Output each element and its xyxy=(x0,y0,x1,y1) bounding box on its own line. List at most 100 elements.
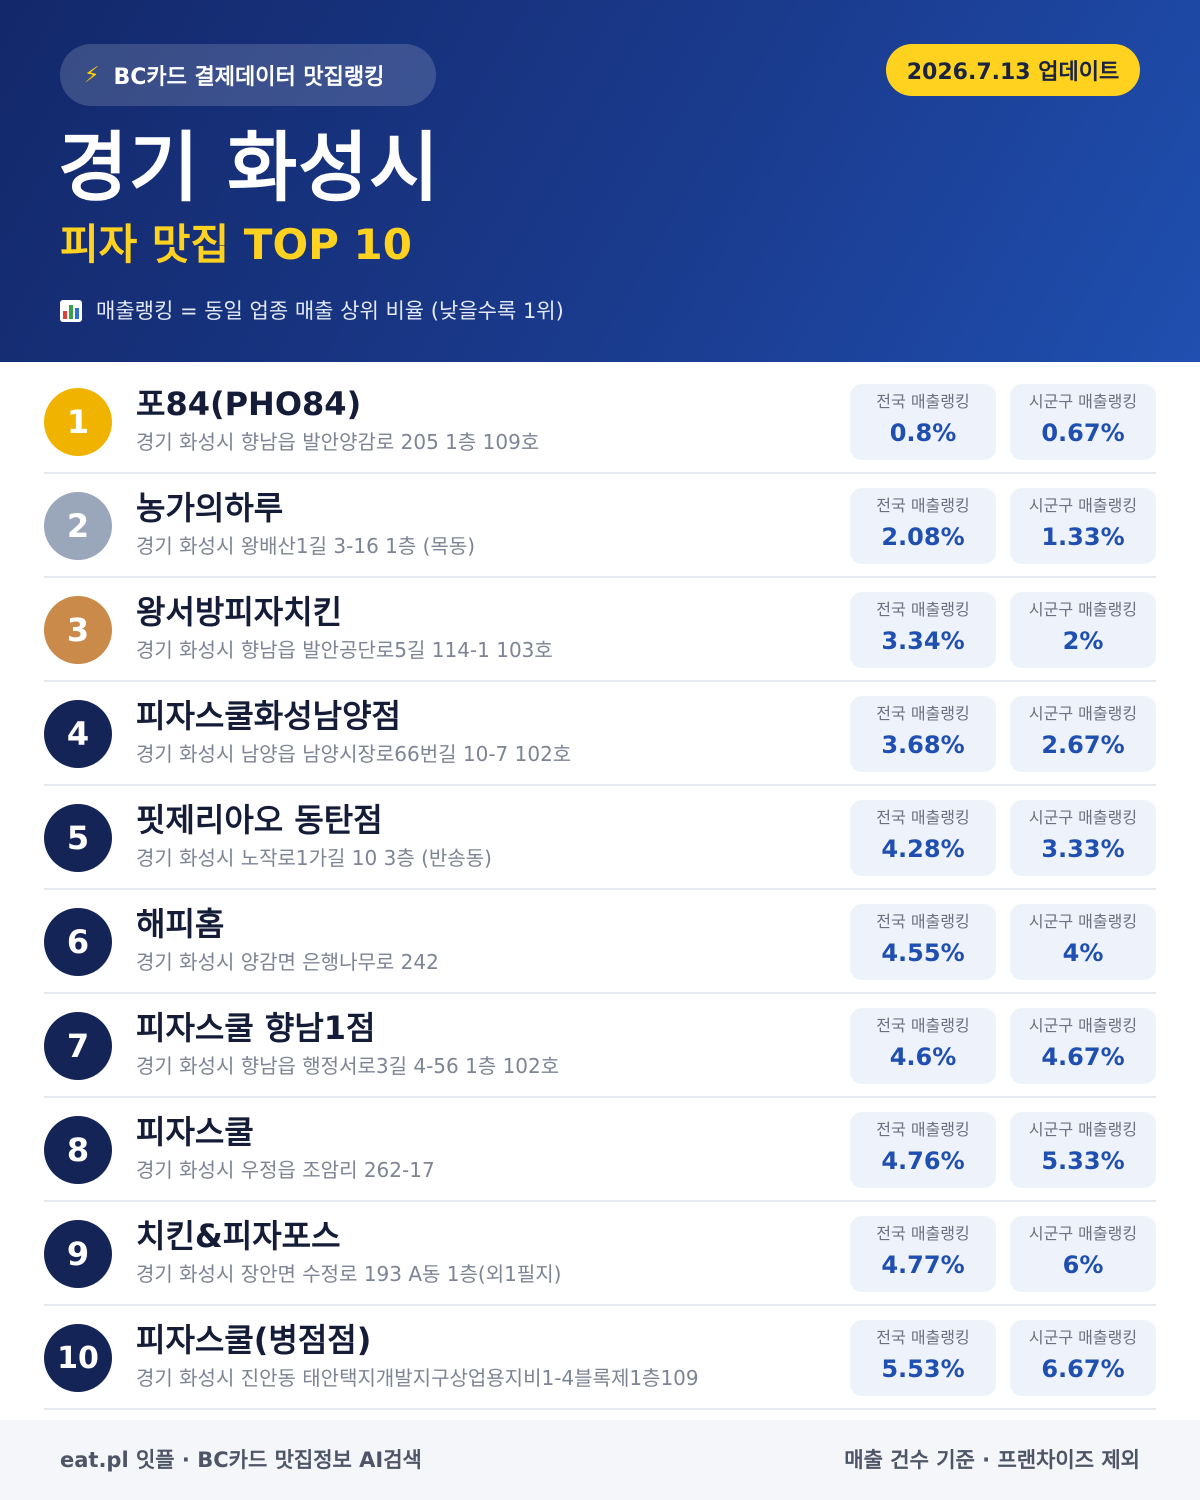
restaurant-address: 경기 화성시 향남읍 발안양감로 205 1층 109호 xyxy=(136,430,540,454)
list-item[interactable]: 5 핏제리아오 동탄점 경기 화성시 노작로1가길 10 3층 (반송동) 전국 매출… xyxy=(44,786,1156,890)
national-rank-card: 전국 매출랭킹 4.28% xyxy=(850,800,996,876)
national-rank-card: 전국 매출랭킹 3.68% xyxy=(850,696,996,772)
national-rank-label: 전국 매출랭킹 xyxy=(876,1328,970,1347)
national-rank-card: 전국 매출랭킹 2.08% xyxy=(850,488,996,564)
national-rank-value: 0.8% xyxy=(889,419,957,447)
ranking-note-text: 매출랭킹 = 동일 업종 매출 상위 비율 (낮을수록 1위) xyxy=(96,299,564,323)
local-rank-label: 시군구 매출랭킹 xyxy=(1028,600,1138,619)
local-rank-label: 시군구 매출랭킹 xyxy=(1028,1120,1138,1139)
rank-badge: 8 xyxy=(44,1116,112,1184)
national-rank-value: 4.55% xyxy=(881,939,965,967)
restaurant-name: 해피홈 xyxy=(136,905,225,943)
page-title: 경기 화성시 xyxy=(58,123,441,212)
restaurant-address: 경기 화성시 향남읍 행정서로3길 4-56 1층 102호 xyxy=(136,1054,560,1078)
local-rank-value: 4% xyxy=(1062,939,1104,967)
national-rank-label: 전국 매출랭킹 xyxy=(876,1120,970,1139)
update-date-badge: 2026.7.13 업데이트 xyxy=(886,44,1140,96)
local-rank-value: 1.33% xyxy=(1041,523,1125,551)
national-rank-label: 전국 매출랭킹 xyxy=(876,600,970,619)
local-rank-label: 시군구 매출랭킹 xyxy=(1028,392,1138,411)
restaurant-name: 피자스쿨 xyxy=(136,1113,254,1151)
national-rank-card: 전국 매출랭킹 3.34% xyxy=(850,592,996,668)
list-item[interactable]: 3 왕서방피자치킨 경기 화성시 향남읍 발안공단로5길 114-1 103호 전국 … xyxy=(44,578,1156,682)
national-rank-value: 3.68% xyxy=(881,731,965,759)
rank-badge: 5 xyxy=(44,804,112,872)
restaurant-name: 피자스쿨 향남1점 xyxy=(136,1009,376,1047)
local-rank-card: 시군구 매출랭킹 2.67% xyxy=(1010,696,1156,772)
local-rank-card: 시군구 매출랭킹 4% xyxy=(1010,904,1156,980)
source-badge-label: BC카드 결제데이터 맛집랭킹 xyxy=(113,65,385,90)
local-rank-value: 5.33% xyxy=(1041,1147,1125,1175)
national-rank-label: 전국 매출랭킹 xyxy=(876,392,970,411)
local-rank-label: 시군구 매출랭킹 xyxy=(1028,912,1138,931)
restaurant-address: 경기 화성시 진안동 태안택지개발지구상업용지비1-4블록제1층109 xyxy=(136,1366,699,1390)
ranking-list: 1 포84(PHO84) 경기 화성시 향남읍 발안양감로 205 1층 109호 전… xyxy=(44,370,1156,1410)
local-rank-label: 시군구 매출랭킹 xyxy=(1028,808,1138,827)
national-rank-card: 전국 매출랭킹 4.77% xyxy=(850,1216,996,1292)
restaurant-name: 피자스쿨(병점점) xyxy=(136,1321,372,1359)
rank-badge: 6 xyxy=(44,908,112,976)
national-rank-card: 전국 매출랭킹 4.76% xyxy=(850,1112,996,1188)
rank-badge: 4 xyxy=(44,700,112,768)
list-item[interactable]: 10 피자스쿨(병점점) 경기 화성시 진안동 태안택지개발지구상업용지비1-4블록… xyxy=(44,1306,1156,1410)
page-subtitle: 피자 맛집 TOP 10 xyxy=(60,220,413,269)
rank-badge: 7 xyxy=(44,1012,112,1080)
national-rank-label: 전국 매출랭킹 xyxy=(876,496,970,515)
national-rank-card: 전국 매출랭킹 4.55% xyxy=(850,904,996,980)
restaurant-address: 경기 화성시 양감면 은행나무로 242 xyxy=(136,950,439,974)
ranking-note: 매출랭킹 = 동일 업종 매출 상위 비율 (낮을수록 1위) xyxy=(60,296,564,326)
local-rank-card: 시군구 매출랭킹 3.33% xyxy=(1010,800,1156,876)
local-rank-value: 2.67% xyxy=(1041,731,1125,759)
local-rank-label: 시군구 매출랭킹 xyxy=(1028,1016,1138,1035)
list-item[interactable]: 9 치킨&피자포스 경기 화성시 장안면 수정로 193 A동 1층(외1필지) 전국… xyxy=(44,1202,1156,1306)
restaurant-address: 경기 화성시 장안면 수정로 193 A동 1층(외1필지) xyxy=(136,1262,562,1286)
restaurant-name: 피자스쿨화성남양점 xyxy=(136,697,401,735)
restaurant-name: 포84(PHO84) xyxy=(136,385,362,423)
national-rank-value: 4.28% xyxy=(881,835,965,863)
rank-badge: 2 xyxy=(44,492,112,560)
rank-badge: 10 xyxy=(44,1324,112,1392)
local-rank-value: 2% xyxy=(1062,627,1104,655)
local-rank-card: 시군구 매출랭킹 1.33% xyxy=(1010,488,1156,564)
local-rank-card: 시군구 매출랭킹 0.67% xyxy=(1010,384,1156,460)
restaurant-address: 경기 화성시 우정읍 조암리 262-17 xyxy=(136,1158,435,1182)
source-badge: ⚡ BC카드 결제데이터 맛집랭킹 xyxy=(60,44,436,106)
local-rank-card: 시군구 매출랭킹 5.33% xyxy=(1010,1112,1156,1188)
local-rank-value: 0.67% xyxy=(1041,419,1125,447)
local-rank-card: 시군구 매출랭킹 2% xyxy=(1010,592,1156,668)
local-rank-label: 시군구 매출랭킹 xyxy=(1028,1328,1138,1347)
local-rank-value: 4.67% xyxy=(1041,1043,1125,1071)
restaurant-address: 경기 화성시 남양읍 남양시장로66번길 10-7 102호 xyxy=(136,742,572,766)
local-rank-card: 시군구 매출랭킹 6% xyxy=(1010,1216,1156,1292)
local-rank-label: 시군구 매출랭킹 xyxy=(1028,496,1138,515)
rank-badge: 9 xyxy=(44,1220,112,1288)
lightning-bolt-icon: ⚡ xyxy=(84,62,100,88)
list-item[interactable]: 8 피자스쿨 경기 화성시 우정읍 조암리 262-17 전국 매출랭킹 4.76% 시군… xyxy=(44,1098,1156,1202)
rank-badge: 1 xyxy=(44,388,112,456)
national-rank-label: 전국 매출랭킹 xyxy=(876,808,970,827)
national-rank-value: 2.08% xyxy=(881,523,965,551)
national-rank-label: 전국 매출랭킹 xyxy=(876,912,970,931)
rank-badge: 3 xyxy=(44,596,112,664)
local-rank-card: 시군구 매출랭킹 6.67% xyxy=(1010,1320,1156,1396)
national-rank-label: 전국 매출랭킹 xyxy=(876,1224,970,1243)
national-rank-value: 4.6% xyxy=(889,1043,957,1071)
national-rank-value: 5.53% xyxy=(881,1355,965,1383)
national-rank-label: 전국 매출랭킹 xyxy=(876,704,970,723)
restaurant-name: 핏제리아오 동탄점 xyxy=(136,801,383,839)
restaurant-address: 경기 화성시 왕배산1길 3-16 1층 (목동) xyxy=(136,534,476,558)
local-rank-value: 3.33% xyxy=(1041,835,1125,863)
restaurant-name: 농가의하루 xyxy=(136,489,284,527)
local-rank-value: 6% xyxy=(1062,1251,1104,1279)
national-rank-card: 전국 매출랭킹 0.8% xyxy=(850,384,996,460)
national-rank-card: 전국 매출랭킹 4.6% xyxy=(850,1008,996,1084)
local-rank-label: 시군구 매출랭킹 xyxy=(1028,704,1138,723)
national-rank-value: 3.34% xyxy=(881,627,965,655)
list-item[interactable]: 1 포84(PHO84) 경기 화성시 향남읍 발안양감로 205 1층 109호 전… xyxy=(44,370,1156,474)
footer-source: eat.pl 잇플 · BC카드 맛집정보 AI검색 xyxy=(60,1448,422,1472)
bar-chart-icon xyxy=(60,300,82,322)
